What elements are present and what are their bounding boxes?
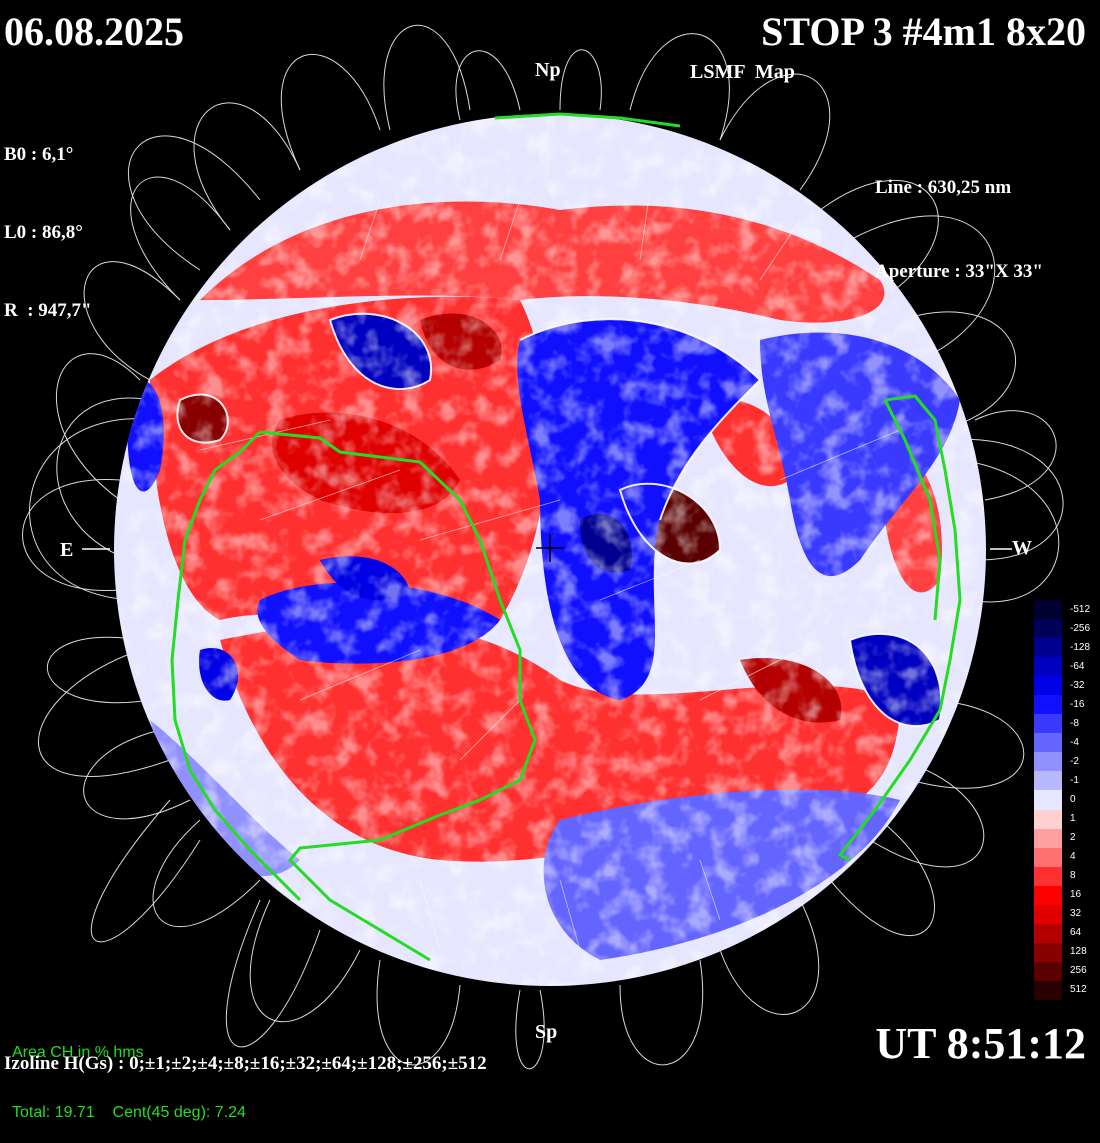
legend-label: -8: [1070, 717, 1079, 729]
legend-label: 8: [1070, 870, 1076, 882]
legend-label: 0: [1070, 794, 1076, 805]
legend-swatch: [1034, 619, 1062, 639]
east-label: E: [60, 539, 74, 561]
solar-disk: [114, 114, 986, 986]
west-label: W: [1012, 537, 1032, 559]
legend-label: 512: [1070, 984, 1087, 996]
legend-swatch: [1034, 885, 1062, 906]
north-pole-label: Np: [535, 59, 561, 81]
legend-label: 16: [1070, 889, 1082, 901]
legend-swatch: [1034, 904, 1062, 925]
field-lines: [22, 25, 1064, 1070]
legend-swatch: [1034, 657, 1062, 677]
ch-heading: Area CH in % hms: [12, 1044, 144, 1061]
legend-swatch: [1034, 733, 1062, 753]
legend-label: 64: [1070, 927, 1082, 939]
legend-label: -1: [1070, 774, 1079, 786]
map-subtitle: LSMF Map: [690, 61, 795, 83]
magnetic-field-map: [22, 25, 1064, 1070]
legend-swatch: [1034, 752, 1062, 772]
legend-label: 2: [1070, 832, 1076, 844]
radius-value: R : 947,7": [4, 300, 92, 321]
legend-label: 128: [1070, 946, 1087, 958]
spectral-line: Line : 630,25 nm: [875, 177, 1012, 198]
legend-label: -64: [1070, 660, 1085, 672]
b0-value: B0 : 6,1°: [4, 144, 74, 165]
south-pole-label: Sp: [535, 1021, 558, 1043]
instrument-info: Line : 630,25 nm Aperture : 33"X 33": [875, 118, 1043, 314]
color-scale-legend: [1034, 600, 1062, 1001]
legend-swatch: [1034, 847, 1062, 868]
legend-label: -256: [1070, 622, 1091, 634]
observation-date: 06.08.2025: [4, 9, 184, 54]
legend-swatch: [1034, 714, 1062, 734]
legend-label: -128: [1070, 641, 1091, 653]
coronal-hole-contour: [170, 112, 962, 962]
l0-value: L0 : 86,8°: [4, 222, 83, 243]
observation-time: UT 8:51:12: [875, 1019, 1086, 1068]
map-title: STOP 3 #4m1 8x20: [761, 9, 1086, 54]
legend-swatch: [1034, 809, 1062, 830]
legend-swatch: [1034, 695, 1062, 715]
aperture: Aperture : 33"X 33": [875, 261, 1043, 282]
legend-label: 256: [1070, 965, 1087, 977]
legend-swatch: [1034, 980, 1062, 1001]
legend-label: 1: [1070, 813, 1076, 825]
legend-label: -512: [1070, 603, 1091, 615]
disk-center-marker: [536, 534, 564, 562]
legend-swatch: [1034, 923, 1062, 944]
legend-swatch: [1034, 942, 1062, 963]
legend-label: 32: [1070, 908, 1082, 920]
legend-swatch: [1034, 866, 1062, 887]
legend-swatch: [1034, 771, 1062, 791]
legend-swatch: [1034, 790, 1062, 811]
legend-label: -32: [1070, 679, 1085, 691]
legend-swatch: [1034, 600, 1062, 620]
legend-label: -16: [1070, 698, 1085, 710]
legend-swatch: [1034, 828, 1062, 849]
legend-label: -4: [1070, 736, 1079, 748]
legend-label: 4: [1070, 851, 1076, 863]
legend-swatch: [1034, 961, 1062, 982]
ch-totals: Total: 19.71 Cent(45 deg): 7.24: [12, 1104, 246, 1121]
legend-swatch: [1034, 676, 1062, 696]
legend-label: -2: [1070, 755, 1079, 767]
legend-swatch: [1034, 638, 1062, 658]
isoline-levels: Izoline H(Gs) : 0;±1;±2;±4;±8;±16;±32;±6…: [4, 1053, 487, 1074]
orientation-params: B0 : 6,1° L0 : 86,8° R : 947,7": [4, 90, 92, 350]
